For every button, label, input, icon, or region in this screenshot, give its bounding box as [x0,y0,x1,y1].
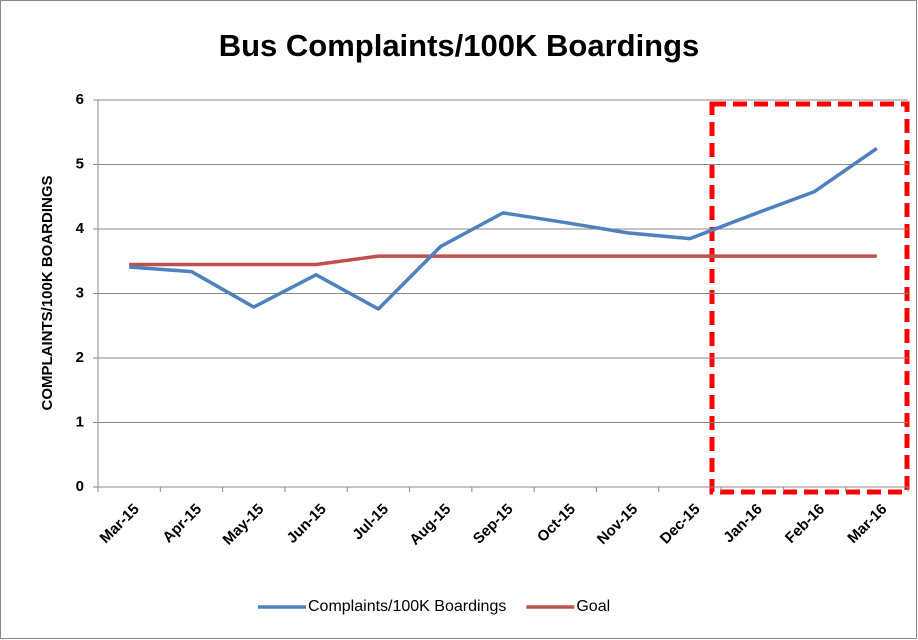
y-tick-label: 0 [76,478,84,495]
highlight-box [709,101,910,495]
y-tick-label: 1 [76,413,84,430]
y-tick-label: 2 [76,349,84,366]
y-tick-label: 3 [76,284,84,301]
y-axis-label: COMPLAINTS/100K BOARDINGS [39,175,56,410]
series-line [129,146,878,311]
series-line [129,254,877,267]
y-tick-label: 5 [76,155,84,172]
legend-label: Goal [576,598,610,615]
y-tick-label: 4 [76,220,85,237]
legend-label: Complaints/100K Boardings [308,598,506,615]
y-tick-label: 6 [76,91,84,108]
chart-title: Bus Complaints/100K Boardings [219,28,700,63]
